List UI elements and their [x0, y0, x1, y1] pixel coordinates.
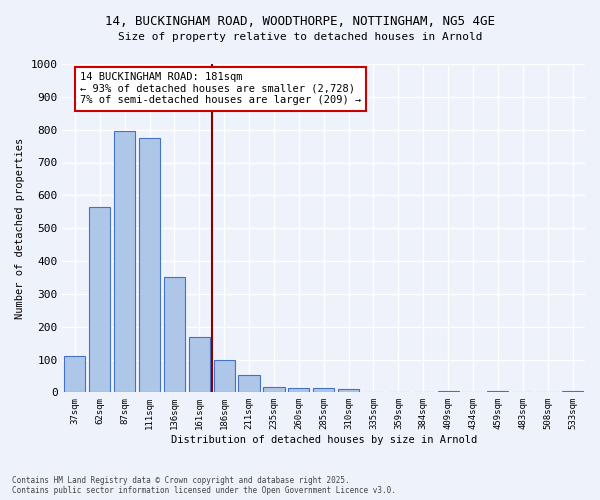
X-axis label: Distribution of detached houses by size in Arnold: Distribution of detached houses by size …: [170, 435, 477, 445]
Y-axis label: Number of detached properties: Number of detached properties: [15, 138, 25, 319]
Bar: [164, 278, 185, 392]
Text: Size of property relative to detached houses in Arnold: Size of property relative to detached ho…: [118, 32, 482, 42]
Bar: [114, 132, 135, 392]
Bar: [313, 388, 334, 392]
Bar: [263, 387, 284, 392]
Bar: [238, 376, 260, 392]
Bar: [89, 207, 110, 392]
Bar: [562, 390, 583, 392]
Bar: [64, 356, 85, 393]
Text: 14, BUCKINGHAM ROAD, WOODTHORPE, NOTTINGHAM, NG5 4GE: 14, BUCKINGHAM ROAD, WOODTHORPE, NOTTING…: [105, 15, 495, 28]
Bar: [487, 390, 508, 392]
Bar: [338, 390, 359, 392]
Text: Contains HM Land Registry data © Crown copyright and database right 2025.
Contai: Contains HM Land Registry data © Crown c…: [12, 476, 396, 495]
Bar: [214, 360, 235, 392]
Bar: [437, 390, 459, 392]
Bar: [139, 138, 160, 392]
Bar: [189, 337, 210, 392]
Text: 14 BUCKINGHAM ROAD: 181sqm
← 93% of detached houses are smaller (2,728)
7% of se: 14 BUCKINGHAM ROAD: 181sqm ← 93% of deta…: [80, 72, 361, 106]
Bar: [288, 388, 310, 392]
